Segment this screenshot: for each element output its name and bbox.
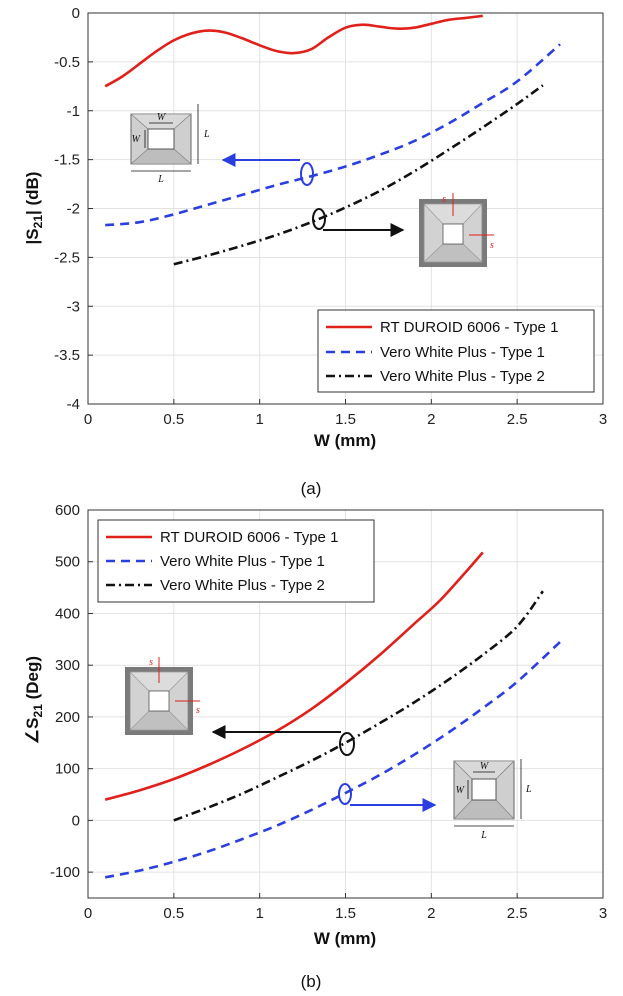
panel-b-y-axis-label: ∠S21 (Deg) (23, 656, 45, 744)
inset-b1-hole (471, 778, 497, 801)
panel-a-y-tick-label: -2.5 (54, 249, 80, 266)
panel-a-x-ticks: 0 0.5 1 1.5 2 2.5 3 (84, 399, 607, 428)
inset-b1-w-label-left: W (456, 785, 466, 796)
panel-b-series-line-2 (173, 590, 544, 822)
panel-a-series-line-2 (173, 84, 544, 266)
panel-a-y-tick-label: -1.5 (54, 152, 80, 169)
panel-b-caption: (b) (301, 972, 322, 991)
panel-a-y-tick-label: 0 (72, 5, 80, 22)
panel-b-x-tick-label: 3 (599, 905, 607, 922)
panel-b-legend-label-1: Vero White Plus - Type 1 (160, 553, 325, 570)
panel-a-chart: 0 0.5 1 1.5 2 2.5 3 -4 -3.5 -3 -2.5 -2 -1.5 -1 -0.5 0 … (23, 5, 607, 498)
panel-a-x-tick-label: 2 (427, 411, 435, 428)
inset-b1-l-label-right: L (525, 784, 532, 795)
panel-a-x-tick-label: 0 (84, 411, 92, 428)
inset-b2-s-label-right: s (196, 705, 200, 716)
panel-b-y-tick-label: 400 (55, 605, 80, 622)
inset-a2-s-label-top: s (442, 194, 446, 205)
panel-a-inset-type1: W W L L (129, 104, 210, 185)
panel-a-callout-blue-ellipse (300, 162, 314, 186)
panel-b-legend-label-0: RT DUROID 6006 - Type 1 (160, 529, 338, 546)
panel-b-inset-type1: W W L L (453, 759, 532, 841)
panel-b-series (104, 551, 561, 879)
panel-b-series-line-0 (104, 551, 484, 801)
panel-a-series-line-0 (104, 14, 483, 88)
panel-a-ylabel-sub: 21 (31, 215, 45, 229)
inset-b1-l-label-bottom: L (480, 830, 487, 841)
panel-b-chart: 0 0.5 1 1.5 2 2.5 3 -100 0 100 200 300 400 500 600 W … (23, 502, 607, 991)
panel-b-x-tick-label: 0.5 (163, 905, 184, 922)
panel-b-series-line-1 (104, 640, 561, 879)
panel-a-x-tick-label: 1.5 (335, 411, 356, 428)
panel-b-x-axis-label: W (mm) (314, 929, 376, 948)
panel-b-y-tick-label: 200 (55, 709, 80, 726)
panel-b-legend: RT DUROID 6006 - Type 1 Vero White Plus … (97, 519, 375, 603)
panel-a-y-tick-label: -3.5 (54, 347, 80, 364)
panel-a-series (104, 14, 561, 266)
panel-a-callout-black-ellipse (312, 208, 326, 230)
panel-a-y-tick-label: -2 (67, 201, 80, 218)
panel-b-x-tick-label: 2.5 (507, 905, 528, 922)
panel-b-y-tick-label: -100 (50, 864, 80, 881)
panel-a-y-axis-label: |S21| (dB) (23, 172, 45, 245)
panel-b-ylabel-end: (Deg) (23, 656, 42, 704)
inset-a2-hole (442, 223, 464, 245)
panel-a-y-tick-label: -1 (67, 103, 80, 120)
panel-b-y-ticks: -100 0 100 200 300 400 500 600 (50, 502, 93, 881)
inset-a1-w-label-left: W (132, 134, 142, 145)
panel-a-legend-label-2: Vero White Plus - Type 2 (380, 368, 545, 385)
panel-b-x-ticks: 0 0.5 1 1.5 2 2.5 3 (84, 893, 607, 922)
panel-a-x-tick-label: 0.5 (163, 411, 184, 428)
panel-a-x-tick-label: 1 (255, 411, 263, 428)
inset-a2-s-label-right: s (490, 240, 494, 251)
panel-a-caption: (a) (301, 479, 322, 498)
inset-a1-w-label-top: W (157, 112, 167, 123)
panel-a-y-tick-label: -3 (67, 298, 80, 315)
inset-b2-s-label-top: s (149, 657, 153, 668)
panel-b-x-tick-label: 1.5 (335, 905, 356, 922)
panel-b-y-tick-label: 100 (55, 761, 80, 778)
panel-b-y-tick-label: 600 (55, 502, 80, 519)
panel-b-x-tick-label: 1 (255, 905, 263, 922)
inset-a1-hole (147, 128, 175, 150)
panel-b-y-tick-label: 500 (55, 554, 80, 571)
panel-a-legend-label-0: RT DUROID 6006 - Type 1 (380, 319, 558, 336)
panel-a-legend: RT DUROID 6006 - Type 1 Vero White Plus … (317, 309, 595, 393)
panel-a-inset-type2: s s (419, 193, 494, 267)
panel-b-inset-type2: s s (125, 657, 200, 735)
panel-b-x-tick-label: 2 (427, 905, 435, 922)
panel-a-x-axis-label: W (mm) (314, 431, 376, 450)
panel-a-y-ticks: -4 -3.5 -3 -2.5 -2 -1.5 -1 -0.5 0 (54, 5, 93, 413)
panel-a-x-tick-label: 2.5 (507, 411, 528, 428)
panel-b-ylabel-main: ∠S (23, 717, 42, 744)
inset-a1-l-label-right: L (203, 129, 210, 140)
panel-a-ylabel-main: |S (23, 228, 42, 244)
panel-b-x-tick-label: 0 (84, 905, 92, 922)
panel-a-y-tick-label: -0.5 (54, 54, 80, 71)
panel-a-series-line-1 (105, 43, 561, 227)
panel-b-callout-blue-ellipse (338, 783, 352, 805)
panel-b-callout-black-ellipse (339, 732, 355, 756)
inset-b1-w-label-top: W (480, 761, 490, 772)
panel-a-ylabel-end: | (dB) (23, 172, 42, 215)
panel-b-legend-label-2: Vero White Plus - Type 2 (160, 577, 325, 594)
inset-b2-hole (148, 690, 170, 712)
panel-b-ylabel-sub: 21 (31, 704, 45, 718)
panel-a-y-tick-label: -4 (67, 396, 80, 413)
panel-a-legend-label-1: Vero White Plus - Type 1 (380, 344, 545, 361)
panel-b-y-tick-label: 0 (72, 812, 80, 829)
inset-a1-l-label-bottom: L (157, 174, 164, 185)
panel-b-y-tick-label: 300 (55, 657, 80, 674)
panel-a-x-tick-label: 3 (599, 411, 607, 428)
